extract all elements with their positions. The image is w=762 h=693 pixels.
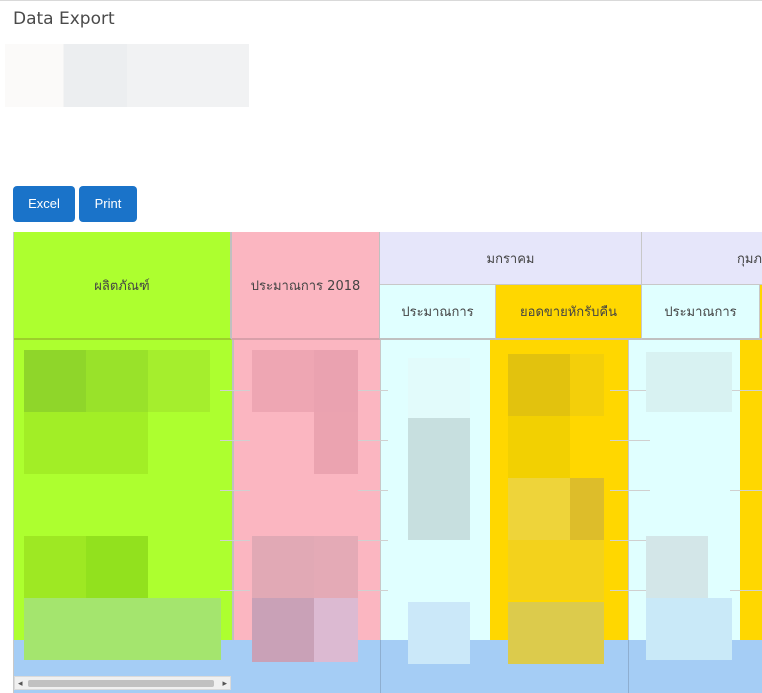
blurred-cell bbox=[148, 350, 210, 412]
subheader-estimate-jan[interactable]: ประมาณการ bbox=[380, 285, 496, 340]
scroll-left-icon[interactable]: ◂ bbox=[18, 679, 23, 689]
blurred-cell bbox=[646, 352, 732, 412]
footer-cell bbox=[252, 598, 314, 662]
blurred-cell bbox=[252, 350, 314, 412]
row-divider bbox=[358, 590, 388, 591]
row-divider bbox=[220, 390, 250, 391]
blurred-cell bbox=[508, 354, 570, 416]
blurred-cell bbox=[314, 536, 358, 598]
row-divider bbox=[220, 590, 250, 591]
horizontal-scrollbar[interactable]: ◂ ▸ bbox=[14, 676, 231, 690]
blurred-cell bbox=[252, 536, 314, 598]
blurred-cell bbox=[570, 478, 604, 540]
row-divider bbox=[730, 590, 762, 591]
blurred-cell bbox=[86, 350, 148, 412]
data-table: ผลิตภัณฑ์ ประมาณการ 2018 มกราคม กุมภ ประ… bbox=[13, 232, 762, 693]
column-net-sales-feb bbox=[740, 340, 762, 693]
header-month-january-label: มกราคม bbox=[486, 251, 535, 267]
footer-cell bbox=[508, 602, 604, 664]
row-divider bbox=[220, 540, 250, 541]
blurred-cell bbox=[86, 536, 148, 598]
row-divider bbox=[610, 490, 650, 491]
row-divider bbox=[610, 540, 650, 541]
scrollbar-thumb[interactable] bbox=[28, 680, 214, 687]
row-divider bbox=[730, 390, 762, 391]
column-divider bbox=[628, 640, 629, 693]
subheader-estimate-jan-label: ประมาณการ bbox=[401, 305, 474, 320]
top-divider bbox=[0, 0, 762, 1]
scroll-right-icon[interactable]: ▸ bbox=[222, 679, 227, 689]
row-divider bbox=[358, 540, 388, 541]
blurred-cell bbox=[508, 478, 570, 540]
blurred-cell bbox=[646, 536, 708, 598]
subheader-net-sales-jan[interactable]: ยอดขายหักรับคืน bbox=[496, 285, 642, 340]
column-divider bbox=[380, 640, 381, 693]
blurred-cell bbox=[24, 350, 86, 412]
footer-cell bbox=[24, 598, 221, 660]
footer-cell bbox=[646, 598, 732, 660]
row-divider bbox=[730, 490, 762, 491]
blurred-cell bbox=[508, 416, 570, 478]
subheader-estimate-feb-label: ประมาณการ bbox=[664, 305, 737, 320]
row-divider bbox=[610, 440, 650, 441]
header-estimate-2018[interactable]: ประมาณการ 2018 bbox=[232, 232, 380, 340]
blurred-cell bbox=[508, 540, 604, 600]
row-divider bbox=[358, 490, 388, 491]
header-estimate-2018-label: ประมาณการ 2018 bbox=[250, 278, 361, 294]
subheader-net-sales-feb bbox=[760, 285, 762, 340]
footer-cell bbox=[314, 598, 358, 662]
blurred-cell bbox=[408, 418, 470, 540]
page-title: Data Export bbox=[13, 9, 115, 29]
excel-button[interactable]: Excel bbox=[13, 186, 75, 222]
row-divider bbox=[220, 440, 250, 441]
row-divider bbox=[610, 390, 650, 391]
blurred-cell bbox=[24, 536, 86, 598]
row-divider bbox=[610, 590, 650, 591]
blurred-cell bbox=[408, 358, 470, 418]
print-button[interactable]: Print bbox=[79, 186, 137, 222]
subheader-estimate-feb[interactable]: ประมาณการ bbox=[642, 285, 760, 340]
subheader-net-sales-jan-label: ยอดขายหักรับคืน bbox=[520, 305, 617, 320]
blurred-cell bbox=[314, 350, 358, 412]
header-month-january[interactable]: มกราคม bbox=[380, 232, 642, 285]
header-product[interactable]: ผลิตภัณฑ์ bbox=[14, 232, 232, 340]
row-divider bbox=[358, 440, 388, 441]
header-month-february[interactable]: กุมภ bbox=[642, 232, 762, 285]
blurred-cell bbox=[314, 412, 358, 474]
row-divider bbox=[358, 390, 388, 391]
blurred-cell bbox=[570, 354, 604, 416]
header-month-february-label: กุมภ bbox=[736, 251, 762, 267]
blurred-filter-area bbox=[5, 44, 249, 107]
footer-cell bbox=[408, 602, 470, 664]
blurred-cell bbox=[24, 412, 148, 474]
row-divider bbox=[220, 490, 250, 491]
header-product-label: ผลิตภัณฑ์ bbox=[94, 278, 150, 294]
